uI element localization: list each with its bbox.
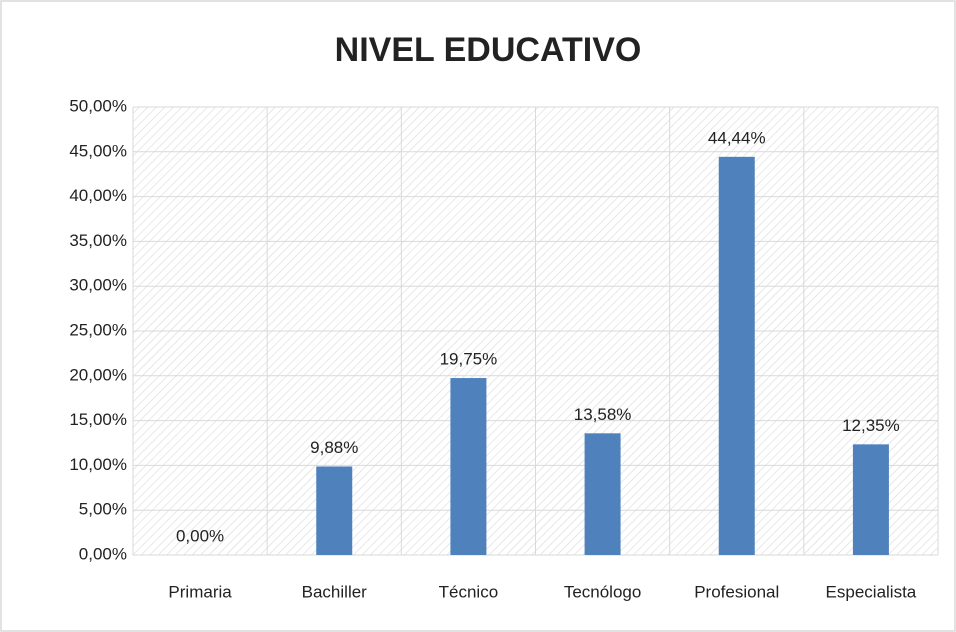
x-tick-label: Tecnólogo <box>564 582 642 601</box>
x-tick-label: Bachiller <box>302 582 368 601</box>
y-tick-label: 20,00% <box>69 365 127 384</box>
bar <box>316 466 353 555</box>
data-label: 13,58% <box>574 405 632 424</box>
y-tick-label: 40,00% <box>69 186 127 205</box>
y-tick-label: 25,00% <box>69 320 127 339</box>
y-tick-label: 30,00% <box>69 276 127 295</box>
x-tick-label: Especialista <box>826 582 917 601</box>
data-label: 12,35% <box>842 416 900 435</box>
y-tick-label: 45,00% <box>69 141 127 160</box>
y-tick-label: 35,00% <box>69 231 127 250</box>
y-tick-label: 50,00% <box>69 96 127 115</box>
bar <box>584 433 621 555</box>
data-label: 44,44% <box>708 128 766 147</box>
chart-title: NIVEL EDUCATIVO <box>335 31 642 69</box>
x-tick-label: Primaria <box>168 582 232 601</box>
bar <box>718 156 755 555</box>
data-label: 0,00% <box>176 526 224 545</box>
y-tick-label: 0,00% <box>79 544 127 563</box>
y-tick-label: 15,00% <box>69 410 127 429</box>
y-tick-label: 10,00% <box>69 455 127 474</box>
bar <box>450 378 487 555</box>
data-label: 19,75% <box>440 350 498 369</box>
bar <box>852 444 889 555</box>
data-label: 9,88% <box>310 438 358 457</box>
y-tick-label: 5,00% <box>79 500 127 519</box>
x-tick-label: Técnico <box>439 582 499 601</box>
x-tick-label: Profesional <box>694 582 779 601</box>
